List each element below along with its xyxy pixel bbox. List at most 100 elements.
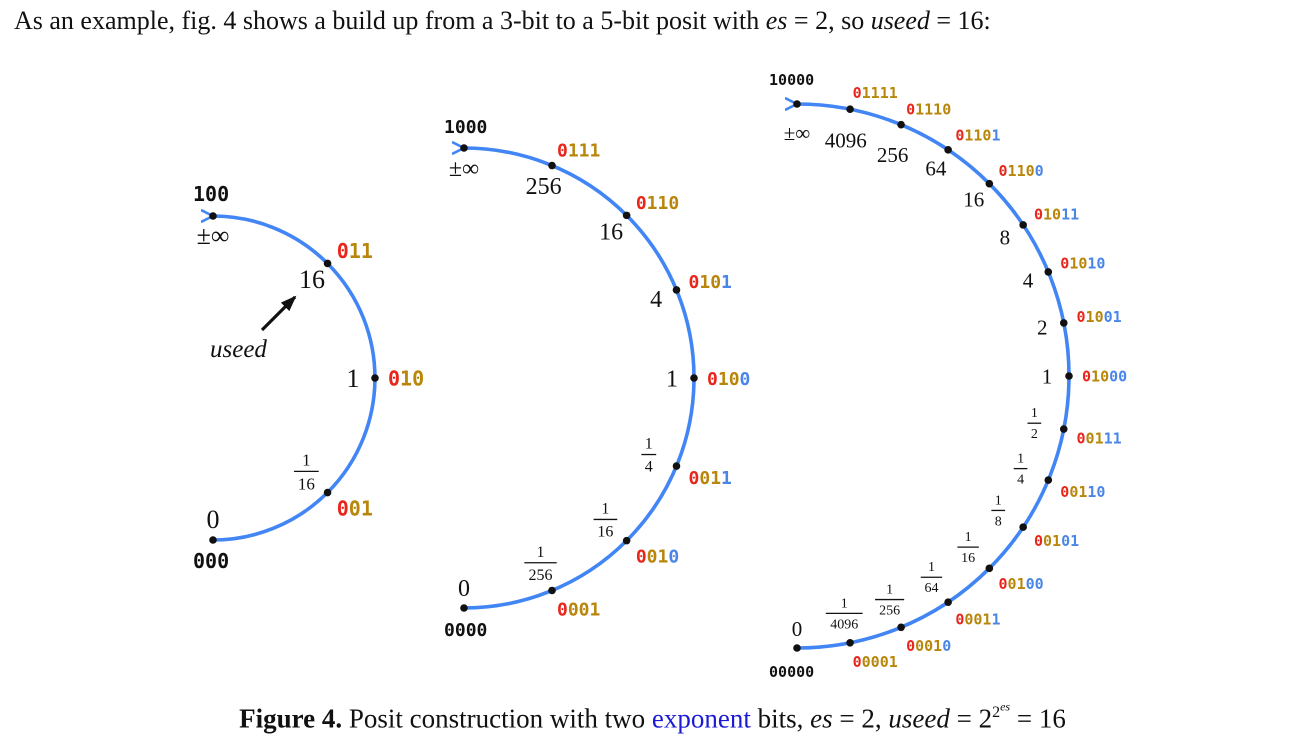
caption-fig-label: Figure 4. — [239, 703, 343, 734]
caption-text-after: bits, — [750, 703, 811, 734]
ring-point: 01011 8 — [1000, 205, 1080, 249]
intro-es-eq: = 2, so — [787, 6, 871, 35]
value-label: 256 — [526, 174, 562, 200]
caption-exp1-text: 2 — [992, 704, 1001, 722]
value-label: ±∞ — [784, 121, 811, 145]
fraction-denominator: 256 — [529, 567, 553, 584]
bit-string: 0100 — [707, 369, 750, 390]
value-fraction: 116 — [593, 500, 618, 540]
fraction-numerator: 1 — [1017, 452, 1024, 467]
point-dot — [897, 120, 905, 129]
useed-label: useed — [210, 336, 267, 363]
point-dot — [944, 146, 952, 154]
point-dot — [323, 488, 332, 497]
value-fraction: 164 — [920, 560, 943, 596]
bit-string: 00010 — [906, 637, 951, 655]
value-fraction: 116 — [293, 450, 319, 493]
ring-2: 0000000011256001011600111401001010140110… — [444, 117, 750, 641]
bit-string: 010 — [388, 367, 424, 391]
value-label: 16 — [599, 219, 623, 245]
bit-string: 100 — [193, 182, 229, 206]
value-fraction: 12 — [1027, 406, 1042, 442]
ring-point: 011 16 — [299, 239, 373, 294]
value-label: 16 — [299, 265, 325, 294]
fraction-numerator: 1 — [601, 500, 609, 517]
point-dot — [1019, 221, 1027, 229]
fraction-denominator: 4 — [1017, 473, 1024, 488]
intro-useed-var: useed — [870, 6, 930, 35]
bit-string: 01111 — [853, 84, 898, 102]
bit-string: 01011 — [1034, 205, 1079, 223]
ring-point: 0101 4 — [650, 272, 732, 313]
ring-point: 01010 4 — [1023, 255, 1106, 293]
ring-point: 0100 1 — [666, 366, 750, 392]
bit-string: 0001 — [557, 599, 600, 620]
bit-string: 00101 — [1034, 532, 1079, 550]
caption-exponent-link[interactable]: exponent — [651, 703, 751, 734]
caption-result: = 16 — [1010, 703, 1066, 734]
ring-point: 010 1 — [347, 364, 425, 393]
bit-string: 011 — [337, 239, 373, 263]
fraction-numerator: 1 — [886, 583, 893, 598]
intro-es-var: es — [765, 6, 788, 35]
fraction-numerator: 1 — [645, 436, 653, 453]
fraction-numerator: 1 — [537, 544, 545, 561]
value-label: 0 — [458, 576, 470, 602]
value-label: 64 — [925, 156, 947, 180]
value-label: 1 — [1042, 364, 1053, 388]
value-label: 1 — [347, 364, 360, 393]
point-dot — [622, 536, 631, 545]
bit-string: 0110 — [636, 193, 679, 214]
point-dot — [460, 144, 468, 152]
fraction-numerator: 1 — [841, 596, 848, 611]
ring-point: 00111 12 — [1027, 406, 1122, 447]
value-label: 16 — [963, 188, 984, 212]
value-label: 2 — [1037, 316, 1048, 340]
point-dot — [209, 212, 217, 220]
value-label: 256 — [877, 143, 909, 167]
bit-string: 00001 — [853, 653, 898, 671]
ring-point: 01111 4096 — [825, 84, 898, 152]
posit-ring-diagram: 0000 001116010101116100±∞0000000011256001… — [193, 71, 1127, 681]
point-dot — [690, 374, 698, 382]
caption-es-var: es — [810, 703, 833, 734]
ring-point: 01001 2 — [1037, 308, 1122, 339]
point-dot — [793, 100, 801, 108]
point-dot — [371, 374, 379, 382]
useed-arrow — [260, 295, 297, 332]
value-label: ±∞ — [449, 156, 479, 182]
bit-string: 00100 — [999, 575, 1044, 593]
caption-es-eq: = 2, — [832, 703, 889, 734]
bit-string: 00111 — [1077, 429, 1122, 447]
bit-string: 00011 — [955, 611, 1000, 629]
ring-point: 01101 64 — [925, 127, 1000, 181]
bit-string: 01110 — [906, 100, 951, 118]
bit-string: 1000 — [444, 117, 487, 138]
point-dot — [209, 536, 217, 544]
bit-string: 01000 — [1082, 368, 1127, 386]
fraction-denominator: 4096 — [830, 617, 858, 632]
ring-point: 01110 256 — [877, 100, 951, 166]
useed-annotation: useed — [210, 295, 297, 363]
fraction-denominator: 8 — [995, 514, 1002, 529]
point-dot — [1019, 523, 1027, 531]
caption-text-before: Posit construction with two — [342, 703, 652, 734]
point-dot — [846, 105, 854, 114]
value-label: 4 — [650, 287, 662, 313]
figure-caption: Figure 4. Posit construction with two ex… — [0, 700, 1305, 734]
intro-useed-eq: = 16: — [929, 6, 991, 35]
point-dot — [672, 462, 681, 470]
bit-string: 10000 — [769, 71, 814, 89]
bit-string: 01100 — [999, 162, 1044, 180]
fraction-numerator: 1 — [965, 530, 972, 545]
value-label: 1 — [666, 366, 678, 392]
intro-before: As an example, fig. 4 shows a build up f… — [14, 6, 766, 35]
fraction-numerator: 1 — [995, 493, 1002, 508]
